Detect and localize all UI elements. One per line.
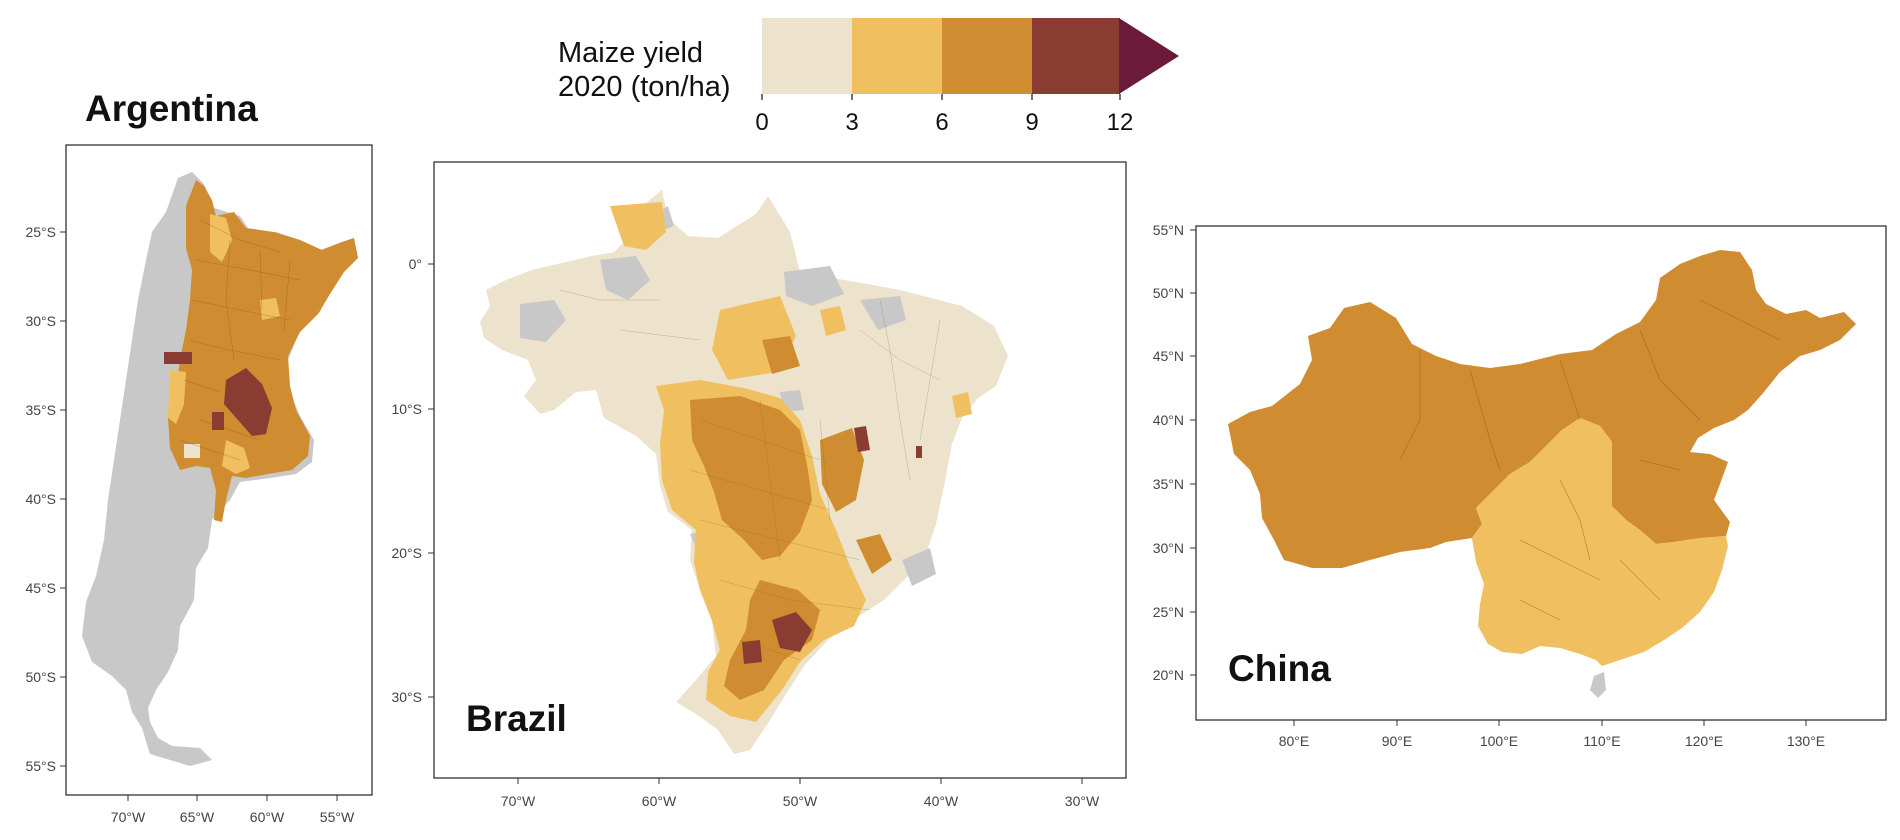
legend-break-6: 6	[935, 109, 948, 136]
argentina-lat-label: 55°S	[25, 758, 56, 774]
china-lon-label: 80°E	[1279, 733, 1310, 749]
legend-title-line2: 2020 (ton/ha)	[558, 71, 731, 103]
legend-title: Maize yield 2020 (ton/ha)	[558, 36, 731, 104]
china-yield-6-9	[1228, 250, 1856, 568]
legend-break-0: 0	[755, 109, 768, 136]
argentina-lat-label: 30°S	[25, 313, 56, 329]
argentina-frame	[65, 144, 373, 796]
china-lon-label: 120°E	[1685, 733, 1723, 749]
brazil-lon-label: 60°W	[642, 793, 677, 809]
china-lat-label: 35°N	[1153, 476, 1184, 492]
brazil-lon-label: 70°W	[501, 793, 536, 809]
legend-break-3: 3	[845, 109, 858, 136]
argentina-title: Argentina	[85, 88, 258, 129]
china-lat-label: 45°N	[1153, 348, 1184, 364]
argentina-lat-label: 40°S	[25, 491, 56, 507]
brazil-lon-label: 40°W	[924, 793, 959, 809]
legend-swatch-6-9	[942, 18, 1033, 94]
brazil-title: Brazil	[466, 698, 567, 739]
china-frame	[1195, 225, 1887, 721]
argentina-lon-label: 65°W	[180, 809, 215, 825]
argentina-panel: 25°S 30°S 35°S 40°S 45°S 50°S 55°S 70°W …	[25, 144, 373, 825]
brazil-lat-label: 10°S	[391, 401, 422, 417]
china-lon-label: 100°E	[1480, 733, 1518, 749]
argentina-lon-label: 55°W	[320, 809, 355, 825]
china-lat-label: 40°N	[1153, 412, 1184, 428]
china-lon-label: 130°E	[1787, 733, 1825, 749]
china-lon-label: 90°E	[1382, 733, 1413, 749]
china-title: China	[1228, 648, 1331, 689]
china-lat-label: 25°N	[1153, 604, 1184, 620]
argentina-boundaries	[179, 219, 301, 461]
china-lat-label: 20°N	[1153, 667, 1184, 683]
china-lat-label: 30°N	[1153, 540, 1184, 556]
argentina-lon-label: 70°W	[111, 809, 146, 825]
brazil-lat-label: 30°S	[391, 689, 422, 705]
brazil-lat-label: 20°S	[391, 545, 422, 561]
brazil-lon-label: 30°W	[1065, 793, 1100, 809]
argentina-yield-0-3	[184, 444, 200, 458]
argentina-lat-label: 50°S	[25, 669, 56, 685]
argentina-lat-label: 35°S	[25, 402, 56, 418]
argentina-lat-label: 45°S	[25, 580, 56, 596]
legend-title-line1: Maize yield	[558, 37, 704, 69]
china-nodata-taiwan	[1590, 672, 1606, 698]
legend-swatch-9-12	[1032, 18, 1120, 94]
argentina-lat-label: 25°S	[25, 224, 56, 240]
china-yield-3-6	[1472, 418, 1728, 666]
legend-break-9: 9	[1025, 109, 1038, 136]
brazil-lon-label: 50°W	[783, 793, 818, 809]
legend-swatch-12-plus	[1119, 18, 1179, 94]
china-lat-label: 50°N	[1153, 285, 1184, 301]
china-panel: 55°N 50°N 45°N 40°N 35°N 30°N 25°N 20°N …	[1153, 222, 1887, 749]
china-boundaries	[1399, 299, 1781, 621]
brazil-lat-label: 0°	[409, 256, 422, 272]
argentina-yield-9-12	[164, 352, 272, 436]
china-lat-label: 55°N	[1153, 222, 1184, 238]
brazil-panel: 0° 10°S 20°S 30°S 70°W 60°W 50°W 40°W 30…	[391, 161, 1127, 809]
brazil-boundaries	[559, 289, 941, 661]
legend-colorbar: 0 3 6 9 12	[755, 18, 1179, 136]
brazil-yield-9-12	[742, 426, 922, 664]
brazil-yield-6-9	[690, 336, 892, 700]
legend-swatch-0-3	[762, 18, 853, 94]
brazil-frame	[433, 161, 1127, 779]
china-lon-label: 110°E	[1583, 733, 1620, 749]
argentina-yield-6-9	[168, 180, 358, 522]
legend-swatch-3-6	[852, 18, 943, 94]
argentina-lon-label: 60°W	[250, 809, 285, 825]
legend-break-12: 12	[1107, 109, 1134, 136]
